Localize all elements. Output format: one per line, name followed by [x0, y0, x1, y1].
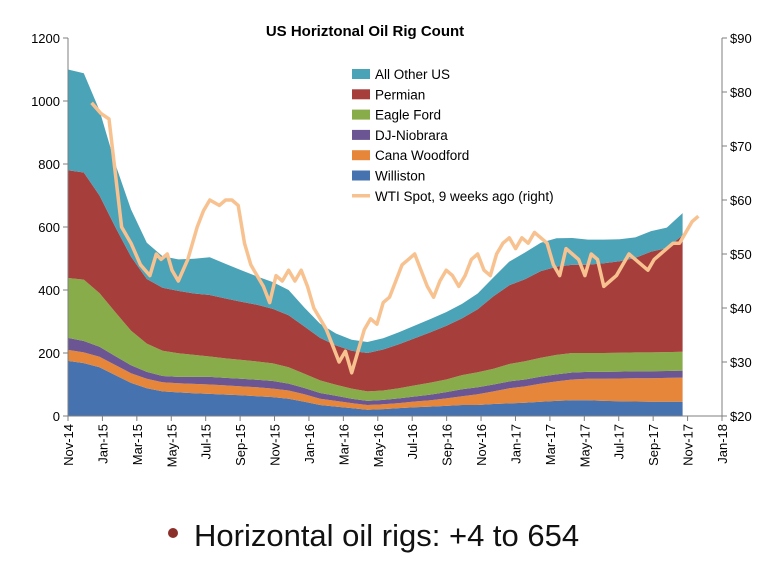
summary-text: Horizontal oil rigs: +4 to 654: [194, 518, 580, 553]
bullet-dot-icon: [168, 528, 178, 538]
legend-label-dj-niobrara: DJ-Niobrara: [375, 128, 448, 143]
legend-swatch-dj-niobrara: [352, 129, 370, 140]
axes: 0 200 400 600 800 1000 1200 $20 $30 $40 $50 $60 $70 $…: [31, 31, 752, 467]
x-tick-label: Mar-15: [130, 424, 145, 465]
chart-title: US Horiztonal Oil Rig Count: [266, 23, 464, 40]
y-left-tick-label: 1200: [31, 31, 60, 46]
y-left-tick-label: 800: [38, 157, 60, 172]
x-tick-label: Sep-17: [646, 424, 661, 466]
x-tick-label: Nov-15: [268, 424, 283, 466]
x-tick-label: Nov-16: [474, 424, 489, 466]
y-left-tick-label: 1000: [31, 94, 60, 109]
legend: All Other US Permian Eagle Ford DJ-Niobrara…: [352, 67, 554, 204]
y-right-tick-label: $60: [730, 193, 752, 208]
x-tick-label: Jul-17: [612, 424, 627, 459]
x-tick-label: Jan-18: [715, 424, 730, 464]
y-right-tick-label: $70: [730, 139, 752, 154]
y-right-tick-label: $90: [730, 31, 752, 46]
wti-line-group: [90, 101, 700, 375]
legend-swatch-williston: [352, 170, 370, 181]
legend-label-eagle-ford: Eagle Ford: [375, 108, 441, 123]
x-tick-label: May-17: [577, 424, 592, 467]
area-all-other-us: [68, 69, 683, 353]
area-series-group: [68, 69, 683, 416]
y-right-tick-label: $50: [730, 247, 752, 262]
x-tick-label: Jan-15: [95, 424, 110, 464]
legend-label-all-other-us: All Other US: [375, 67, 450, 82]
y-left-tick-label: 200: [38, 346, 60, 361]
x-tick-label: Jul-15: [199, 424, 214, 459]
area-williston: [68, 360, 683, 416]
legend-swatch-permian: [352, 89, 370, 100]
area-cana-woodford: [68, 349, 683, 410]
legend-swatch-cana-woodford: [352, 150, 370, 161]
x-tick-label: Jan-16: [302, 424, 317, 464]
y-left-tick-label: 600: [38, 220, 60, 235]
line-wti-spot: [90, 101, 700, 375]
legend-label-williston: Williston: [375, 169, 425, 184]
area-permian: [68, 170, 683, 392]
y-left-tick-label: 400: [38, 283, 60, 298]
y-right-tick-label: $80: [730, 85, 752, 100]
x-tick-label: Mar-17: [543, 424, 558, 465]
x-tick-label: Nov-14: [61, 424, 76, 466]
summary-bullet: Horizontal oil rigs: +4 to 654: [168, 518, 579, 554]
x-tick-label: Jul-16: [405, 424, 420, 459]
x-tick-label: May-16: [371, 424, 386, 467]
x-tick-label: Sep-16: [440, 424, 455, 466]
x-tick-label: Jan-17: [508, 424, 523, 464]
area-eagle-ford: [68, 278, 683, 401]
x-tick-label: Mar-16: [336, 424, 351, 465]
y-right-tick-label: $30: [730, 355, 752, 370]
y-right-tick-label: $20: [730, 409, 752, 424]
x-tick-label: Nov-17: [681, 424, 696, 466]
legend-swatch-eagle-ford: [352, 109, 370, 120]
legend-label-wti-spot-9-weeks-ago-right-: WTI Spot, 9 weeks ago (right): [375, 189, 554, 204]
y-right-tick-label: $40: [730, 301, 752, 316]
x-tick-label: May-15: [164, 424, 179, 467]
legend-swatch-all-other-us: [352, 69, 370, 79]
legend-label-permian: Permian: [375, 87, 425, 102]
y-left-tick-label: 0: [53, 409, 60, 424]
legend-label-cana-woodford: Cana Woodford: [375, 148, 469, 163]
x-tick-label: Sep-15: [233, 424, 248, 466]
